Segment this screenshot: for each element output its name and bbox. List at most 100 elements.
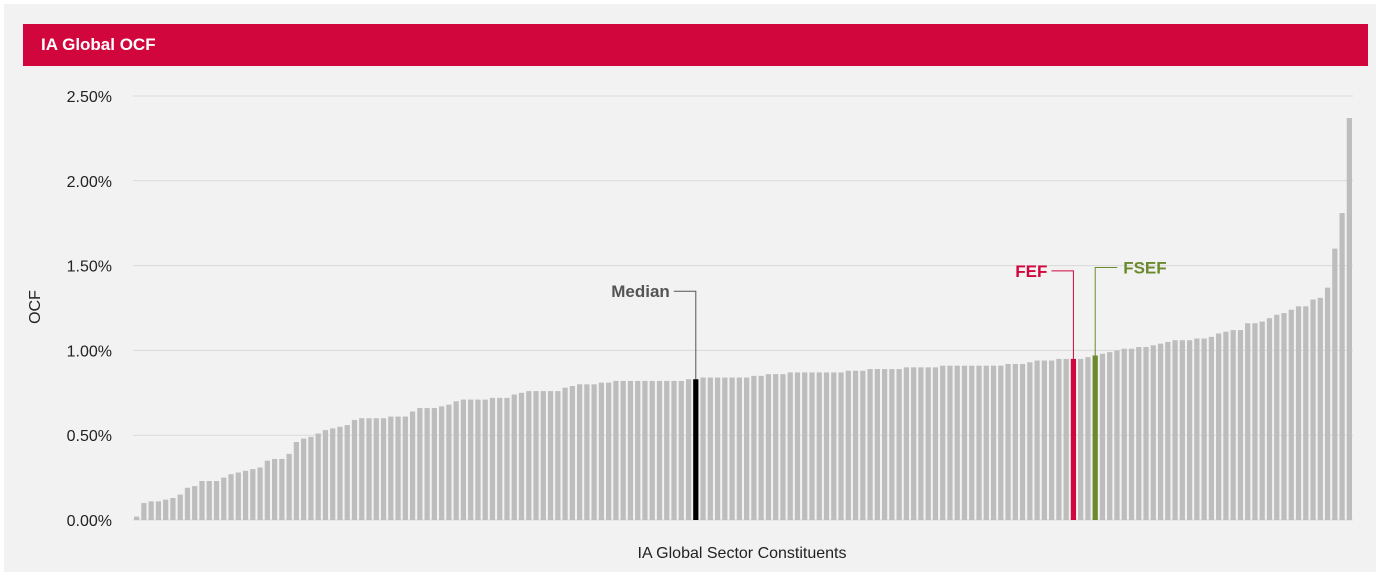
bar (707, 377, 713, 520)
bar (199, 480, 205, 520)
bar (271, 458, 278, 520)
bar (1303, 306, 1309, 520)
bar (511, 394, 517, 520)
bar (947, 365, 953, 520)
bar (627, 380, 634, 520)
bar (773, 374, 779, 520)
bar (301, 438, 307, 520)
bar (961, 365, 968, 520)
bar (250, 469, 256, 520)
bar (242, 470, 249, 520)
callout-line-fsef (1094, 266, 1118, 356)
bar (613, 380, 619, 520)
bar (1216, 333, 1222, 520)
bar (562, 387, 568, 520)
bar (758, 375, 764, 520)
bar (664, 380, 670, 520)
bar (417, 408, 423, 520)
bar (170, 497, 176, 520)
bar (1288, 309, 1294, 520)
bar (155, 501, 162, 520)
bar (722, 377, 728, 520)
bar (526, 391, 532, 520)
bar (1317, 297, 1323, 520)
bar (714, 377, 721, 520)
y-axis-label: OCF (27, 290, 44, 324)
bar (293, 441, 300, 520)
bar (874, 369, 880, 520)
bar (1136, 347, 1142, 520)
bar (439, 406, 445, 520)
gridlines (133, 95, 1353, 521)
bar (911, 367, 917, 520)
bar (860, 370, 866, 520)
bar (1078, 358, 1084, 520)
bar (671, 380, 677, 520)
callout-label-fef: FEF (1015, 262, 1047, 281)
y-tick-label: 1.00% (67, 343, 112, 360)
bar (780, 374, 786, 520)
y-tick-label: 2.50% (67, 89, 112, 106)
bar (881, 369, 888, 520)
x-axis-label: IA Global Sector Constituents (638, 545, 847, 562)
bar (460, 399, 467, 520)
bar (591, 384, 597, 520)
bar (366, 418, 372, 520)
bar (468, 399, 474, 520)
bar (678, 380, 684, 520)
bar (1332, 248, 1338, 520)
bar (852, 370, 859, 520)
bar (337, 426, 343, 520)
bar (918, 367, 924, 520)
bar (1128, 348, 1135, 520)
bar (642, 380, 648, 520)
bar-fef (1070, 358, 1077, 520)
callout-line-median (673, 290, 697, 380)
bar (969, 365, 975, 520)
bars (134, 118, 1352, 521)
bar (489, 397, 496, 520)
bar (453, 401, 459, 520)
bar (867, 369, 873, 520)
bar (598, 382, 605, 520)
bar (845, 370, 851, 520)
bar (446, 404, 452, 520)
bar (380, 418, 387, 520)
bar (424, 408, 430, 520)
y-tick-label: 1.50% (67, 259, 112, 276)
bar (308, 436, 314, 520)
bar (1143, 347, 1149, 520)
bar (395, 416, 401, 520)
bar (177, 494, 183, 520)
bar (584, 384, 590, 520)
bar-median (693, 379, 699, 520)
bar (504, 397, 510, 520)
bar (685, 379, 692, 520)
bar (802, 372, 808, 520)
bar (409, 411, 416, 520)
bar (1005, 363, 1011, 520)
bar (576, 384, 583, 520)
bar (1208, 336, 1215, 520)
bar (279, 458, 285, 520)
bar (373, 418, 379, 520)
bar (1339, 213, 1345, 521)
bar (809, 372, 815, 520)
bar (286, 453, 292, 520)
bar (1281, 313, 1287, 520)
bar (932, 367, 939, 520)
bar (1310, 299, 1316, 520)
bar (1150, 345, 1156, 520)
bar (264, 460, 270, 520)
bar (1121, 348, 1127, 520)
bar (765, 374, 772, 520)
bar (816, 372, 822, 520)
bar (134, 516, 140, 520)
bar (744, 377, 750, 520)
bar (1157, 343, 1164, 520)
bar (954, 365, 960, 520)
y-tick-label: 0.00% (67, 513, 112, 530)
bar (359, 418, 365, 520)
bar (823, 372, 830, 520)
bar (533, 391, 539, 520)
